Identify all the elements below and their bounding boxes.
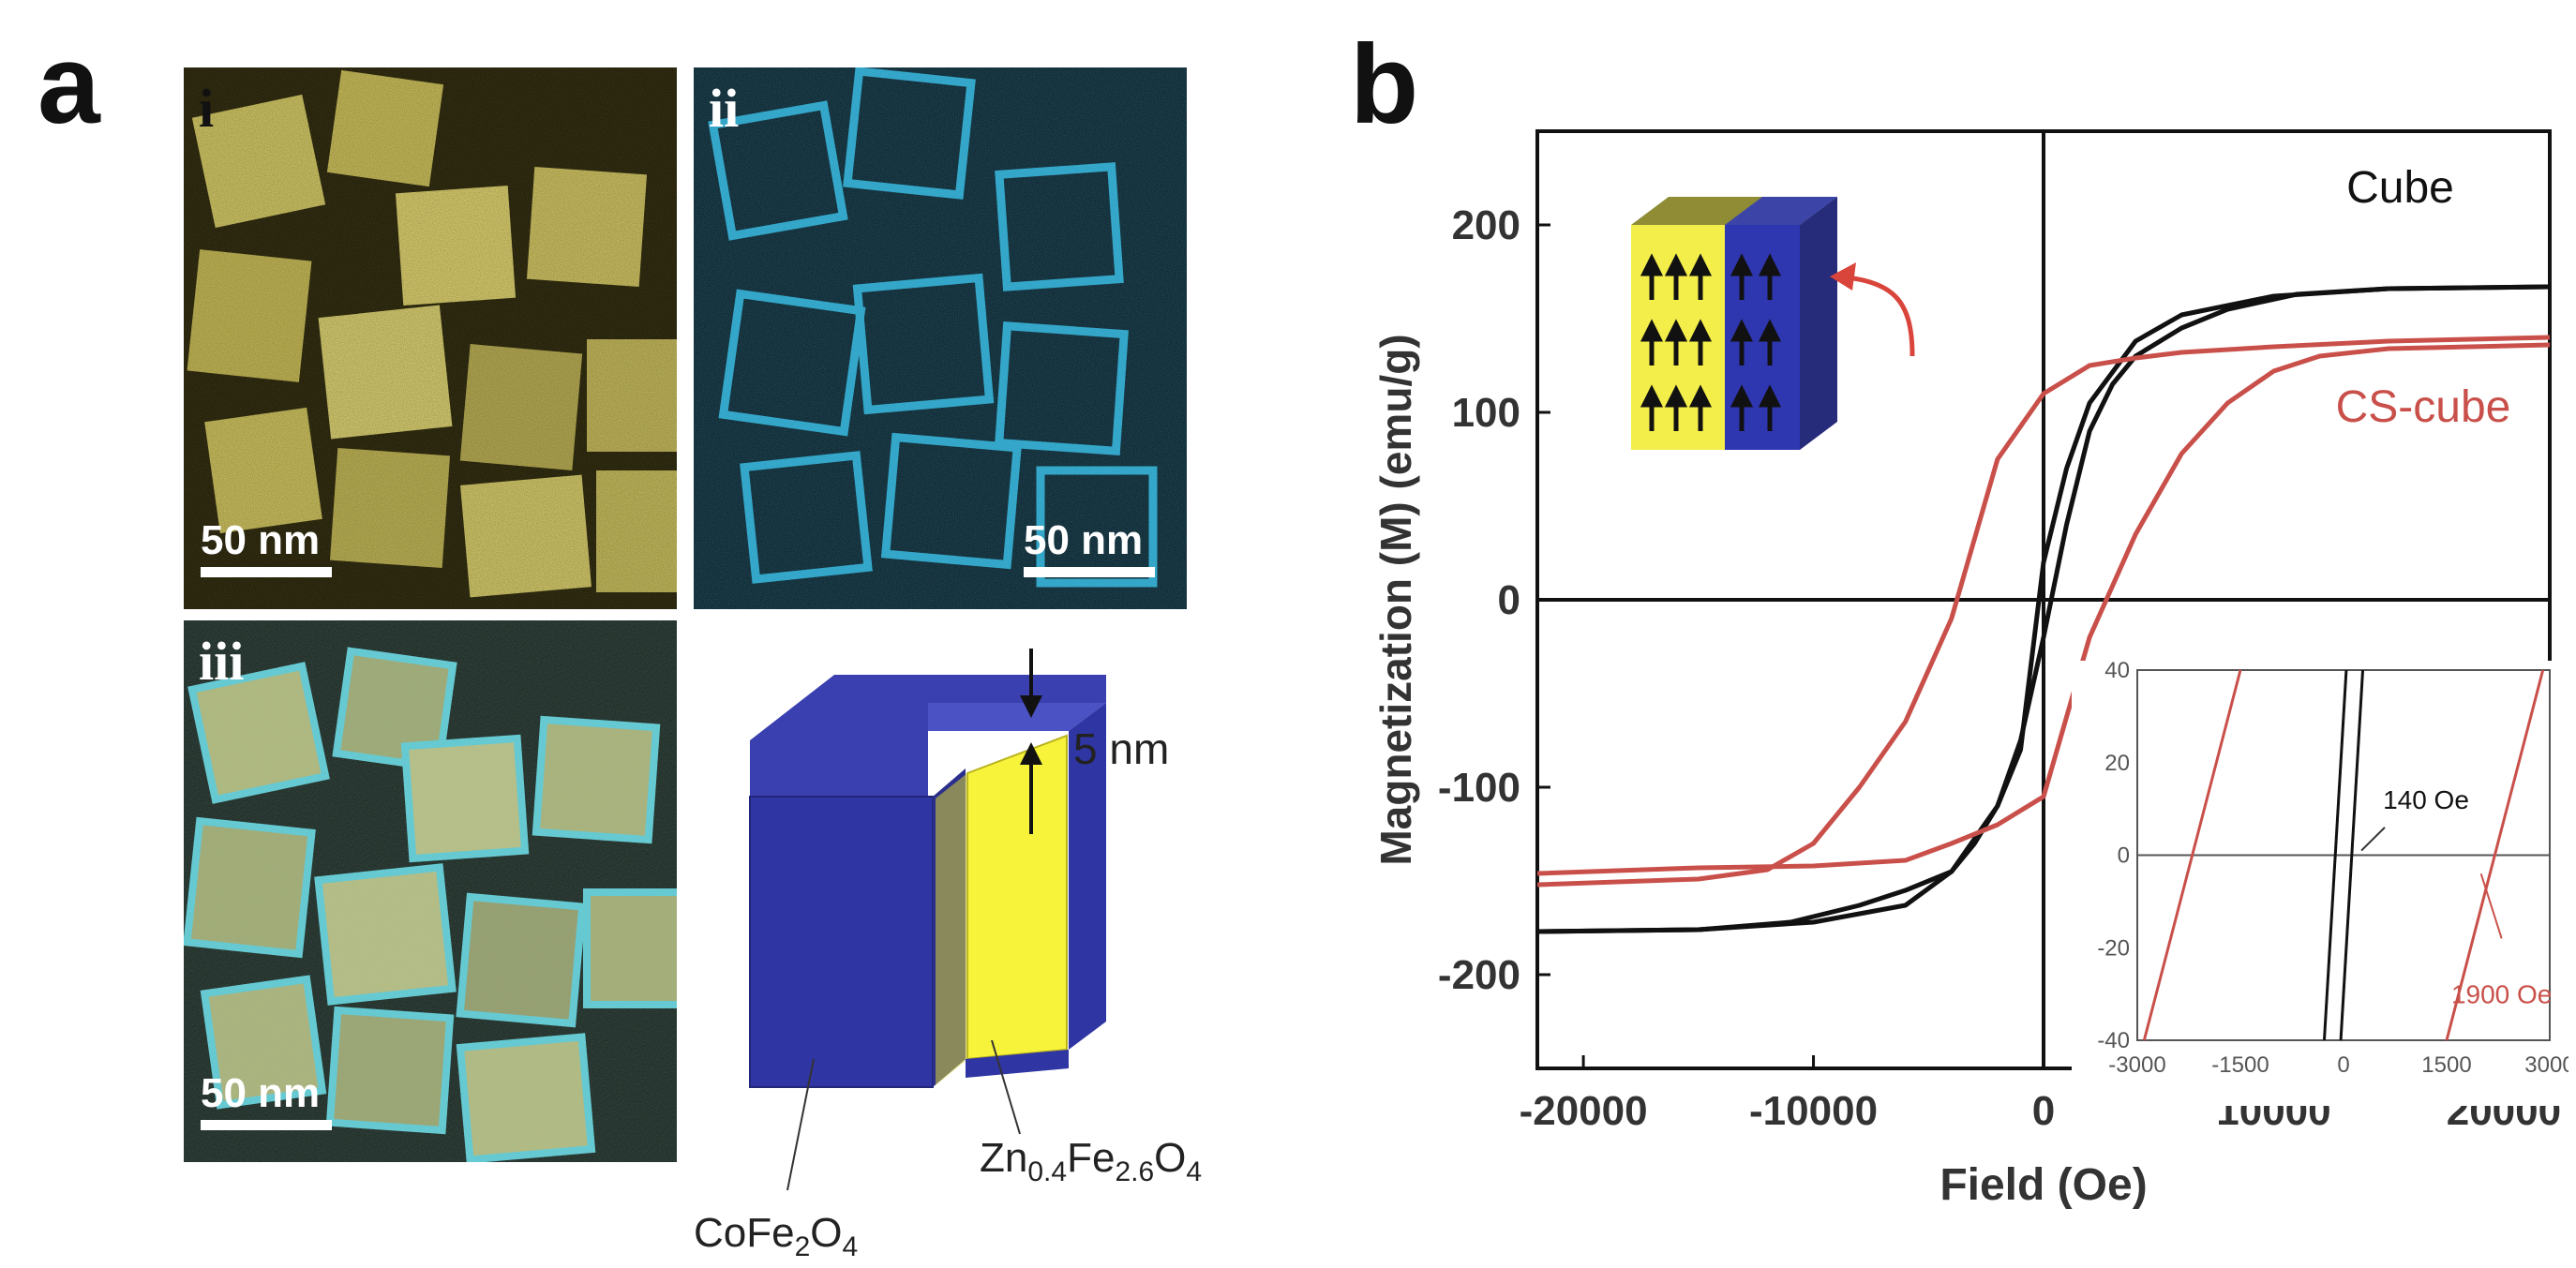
- y-axis-label: Magnetization (M) (emu/g): [1371, 334, 1420, 865]
- cube-inset-line: [2322, 669, 2348, 1041]
- spin-arrow-head: [1664, 253, 1688, 276]
- spin-arrow-head: [1688, 253, 1713, 276]
- spin-arrow-head: [1688, 319, 1713, 342]
- inset-y-tick-label: 20: [2104, 751, 2130, 776]
- x-tick-label: -20000: [1520, 1088, 1648, 1134]
- cs-cube-inset-line: [2445, 669, 2545, 1041]
- micrograph-iii-label: iii: [199, 631, 245, 692]
- inset-y-tick-label: -40: [2097, 1028, 2130, 1053]
- shell-front-face: [749, 796, 934, 1088]
- spin-arrow-head: [1664, 319, 1688, 342]
- scale-bar-ii-text: 50 nm: [1024, 517, 1144, 563]
- scale-bar-iii-line: [201, 1120, 332, 1130]
- x-axis-label: Field (Oe): [1939, 1160, 2147, 1210]
- spin-arrow-head: [1730, 319, 1754, 342]
- micrograph-i: i 50 nm: [184, 67, 677, 609]
- micrograph-i-image: [184, 67, 677, 609]
- spin-arrow-head: [1758, 319, 1782, 342]
- scale-bar-i-line: [201, 567, 332, 577]
- curves: [1537, 284, 2550, 934]
- thickness-label: 5 nm: [1073, 724, 1169, 773]
- scale-bar-iii: 50 nm: [201, 1073, 332, 1130]
- scale-bar-iii-text: 50 nm: [201, 1070, 321, 1116]
- x-tick-label: -10000: [1749, 1088, 1878, 1134]
- spin-arrow-head: [1640, 319, 1664, 342]
- panel-a-label: a: [37, 22, 100, 147]
- micrograph-i-label: i: [199, 78, 215, 139]
- y-tick-label: -200: [1438, 952, 1520, 998]
- inset-x-tick-label: 0: [2337, 1052, 2349, 1078]
- y-tick-label: -100: [1438, 765, 1520, 811]
- shell-bottom-lip: [966, 1050, 1069, 1078]
- cube-series-label: Cube: [2346, 163, 2454, 213]
- inset-x-tick-label: 1500: [2421, 1052, 2471, 1078]
- spin-arrow-head: [1758, 384, 1782, 408]
- y-tick-label: 0: [1498, 577, 1520, 623]
- cs-cube-lower-branch: [1537, 342, 2550, 876]
- main-plot-area: -20000 -10000 0 10000 20000-200-1000100200Fi…: [1371, 129, 2561, 1210]
- cs-coercivity-arrow: [2479, 873, 2503, 939]
- core-shell-schematic: 5 nm CoFe2O4 Zn0.4Fe2.6O4: [694, 649, 1202, 1256]
- curved-arrow-icon: [1836, 274, 1915, 357]
- cube-lower-branch: [1537, 284, 2550, 934]
- shell-top-face: [750, 675, 1106, 797]
- cs-cube-inset-line: [2142, 669, 2242, 1041]
- cube-upper-branch: [1537, 284, 2550, 934]
- panel-b-label: b: [1350, 22, 1419, 147]
- shell-leader-line: [786, 1058, 815, 1191]
- spin-arrow-head: [1640, 384, 1664, 408]
- inset-x-tick-label: 3000: [2524, 1052, 2569, 1078]
- thickness-arrowhead-down: [1020, 695, 1042, 718]
- magnetic-domains-cube-icon: [1631, 197, 1837, 450]
- cs-cube-series-label: CS-cube: [2336, 382, 2511, 432]
- inset-x-tick-label: -3000: [2108, 1052, 2165, 1078]
- x-tick-label: 0: [2032, 1088, 2055, 1134]
- core-formula: Zn0.4Fe2.6O4: [980, 1135, 1202, 1187]
- spin-arrow-head: [1640, 253, 1664, 276]
- shell-top-right: [928, 703, 1106, 731]
- spin-arrow-head: [1758, 253, 1782, 276]
- curved-arrow-head: [1830, 262, 1856, 291]
- inset-plot-area: -3000 -1500 0 1500 3000 -40 -20 0 20 40 140 Oe 1900…: [2072, 658, 2569, 1106]
- micrograph-iii: iii 50 nm: [184, 620, 677, 1162]
- cs-cube-upper-branch: [1537, 335, 2550, 888]
- core-inner-shade: [936, 773, 967, 1085]
- micrograph-ii-image: [694, 67, 1187, 609]
- scale-bar-ii: 50 nm: [1024, 520, 1155, 577]
- micrograph-iii-image: [184, 620, 677, 1162]
- y-tick-label: 100: [1452, 390, 1520, 436]
- spin-arrow-head: [1664, 384, 1688, 408]
- inset-y-tick-label: 40: [2104, 658, 2130, 683]
- scale-bar-i-text: 50 nm: [201, 517, 321, 563]
- core-face: [966, 734, 1068, 1061]
- micrograph-ii-label: ii: [709, 78, 740, 139]
- scale-bar-ii-line: [1024, 567, 1155, 577]
- inset-background: [2072, 661, 2569, 1106]
- hysteresis-chart: -20000 -10000 0 10000 20000-200-1000100200Fi…: [1371, 129, 2569, 1210]
- core-leader-line: [991, 1039, 1021, 1135]
- cube-inset-line: [2339, 669, 2365, 1041]
- micrograph-ii: ii 50 nm: [694, 67, 1187, 609]
- scale-bar-i: 50 nm: [201, 520, 332, 577]
- shell-formula: CoFe2O4: [694, 1210, 858, 1256]
- cube-coercivity-label: 140 Oe: [2383, 785, 2469, 814]
- spin-arrow-head: [1688, 384, 1713, 408]
- inset-y-tick-label: 0: [2118, 843, 2130, 869]
- spin-arrow-head: [1730, 253, 1754, 276]
- cube-coercivity-arrow: [2360, 827, 2386, 852]
- inset-x-tick-label: -1500: [2211, 1052, 2269, 1078]
- inset-y-tick-label: -20: [2097, 935, 2130, 961]
- y-tick-label: 200: [1452, 202, 1520, 248]
- thickness-arrowhead-up: [1020, 742, 1042, 765]
- cs-coercivity-label: 1900 Oe: [2451, 980, 2552, 1009]
- spin-arrow-head: [1730, 384, 1754, 408]
- shell-right-face: [1069, 703, 1106, 1050]
